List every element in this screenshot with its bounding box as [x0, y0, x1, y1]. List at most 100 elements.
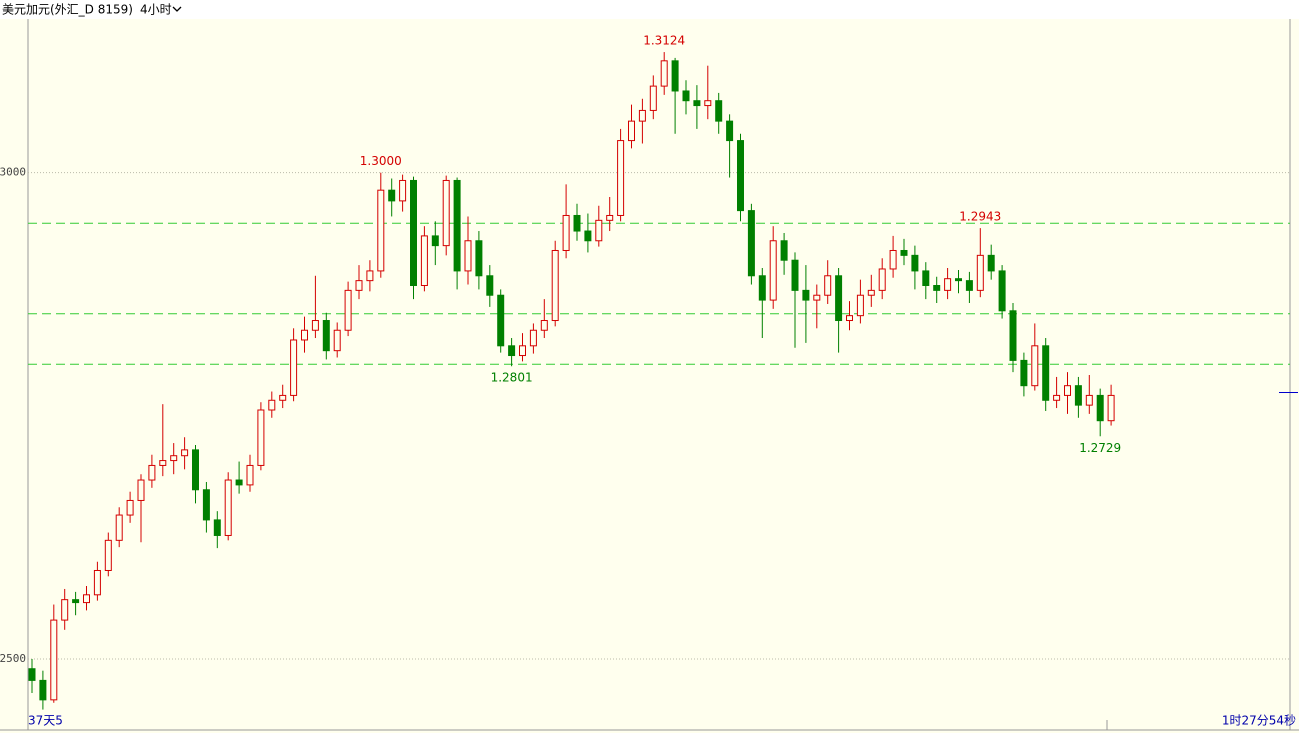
candle-body	[355, 280, 363, 291]
candle-body	[235, 479, 243, 486]
extreme-label: 1.2801	[491, 371, 533, 385]
candle-body	[246, 464, 254, 486]
candle-body	[660, 60, 668, 87]
candle-body	[649, 85, 657, 111]
candle-body	[1020, 359, 1028, 387]
candle-body	[682, 90, 690, 102]
candle-body	[704, 100, 712, 107]
candle-body	[1085, 394, 1093, 406]
candle-body	[464, 240, 472, 272]
candle-body	[693, 100, 701, 107]
candle-body	[497, 294, 505, 347]
candle-body	[388, 189, 396, 202]
candle-body	[769, 240, 777, 301]
candle-body	[671, 60, 679, 92]
candle-body	[224, 479, 232, 536]
candle-body	[192, 449, 199, 491]
candle-body	[551, 249, 559, 322]
candle-body	[1009, 310, 1017, 361]
candle-body	[998, 270, 1006, 312]
candle-body	[856, 294, 864, 317]
candle-body	[268, 399, 276, 411]
candle-body	[126, 499, 134, 516]
candle-body	[431, 235, 439, 247]
candle-body	[737, 140, 744, 212]
candle-body	[366, 270, 374, 282]
candle-body	[213, 519, 221, 536]
candle-body	[1042, 345, 1050, 401]
candle-body	[758, 275, 766, 301]
candle-body	[540, 320, 548, 331]
candle-body	[1074, 385, 1082, 406]
candle-body	[410, 179, 417, 287]
candle-body	[573, 214, 581, 232]
candle-body	[50, 619, 58, 701]
candle-body	[747, 210, 755, 277]
candle-body	[1031, 345, 1039, 387]
candle-body	[28, 668, 36, 681]
candle-body	[638, 109, 646, 122]
extreme-label: 1.2943	[959, 210, 1001, 224]
candle-body	[202, 489, 210, 521]
extreme-label: 1.3000	[360, 154, 402, 168]
candle-body	[944, 278, 952, 291]
candle-body	[159, 460, 167, 466]
candle-body	[148, 464, 156, 481]
candle-body	[279, 394, 287, 401]
symbol-title: 美元加元(外汇_D 8159)	[2, 3, 133, 17]
extreme-label: 1.3124	[643, 34, 685, 48]
extreme-label: 1.2729	[1079, 441, 1121, 455]
candle-body	[181, 449, 189, 457]
candle-body	[878, 268, 886, 291]
candle-body	[802, 289, 810, 301]
y-tick-label: 1.3000	[0, 166, 26, 179]
candle-body	[475, 240, 483, 277]
candle-body	[290, 339, 298, 396]
candle-body	[399, 179, 407, 202]
candle-body	[791, 259, 799, 291]
candle-body	[508, 345, 516, 357]
candle-body	[442, 179, 450, 247]
candle-body	[453, 179, 461, 272]
candle-body	[628, 120, 635, 142]
candle-body	[1064, 385, 1071, 396]
candle-body	[562, 214, 570, 251]
candle-body	[584, 230, 592, 242]
candle-body	[1053, 394, 1061, 401]
countdown: 1时27分54秒	[1222, 714, 1296, 728]
period-selector[interactable]: 4小时	[140, 3, 172, 17]
candle-body	[1107, 394, 1115, 422]
candle-body	[824, 275, 832, 296]
candle-body	[344, 289, 352, 331]
candle-body	[311, 320, 319, 331]
candle-body	[61, 599, 69, 621]
candle-body	[867, 289, 875, 296]
candle-body	[333, 329, 341, 352]
candle-body	[965, 280, 973, 291]
candle-body	[595, 219, 603, 242]
candle-body	[301, 329, 308, 341]
candle-body	[170, 455, 178, 462]
candle-body	[835, 275, 843, 322]
candle-body	[987, 254, 995, 272]
candle-body	[72, 599, 80, 604]
candle-body	[137, 479, 145, 501]
candle-body	[606, 214, 614, 221]
candle-body	[726, 120, 734, 142]
candle-body	[955, 278, 962, 282]
candle-body	[911, 254, 919, 272]
candle-body	[900, 249, 908, 256]
y-tick-label: 1.2500	[0, 652, 26, 665]
candle-body	[922, 270, 930, 287]
candle-body	[889, 249, 897, 270]
candle-body	[1096, 394, 1104, 422]
candle-body	[39, 679, 47, 701]
dropdown-chevron[interactable]	[172, 6, 182, 12]
footer-left: 37天5	[28, 714, 63, 728]
candle-body	[83, 594, 90, 604]
candle-body	[104, 539, 112, 571]
header-bar	[0, 0, 1299, 19]
